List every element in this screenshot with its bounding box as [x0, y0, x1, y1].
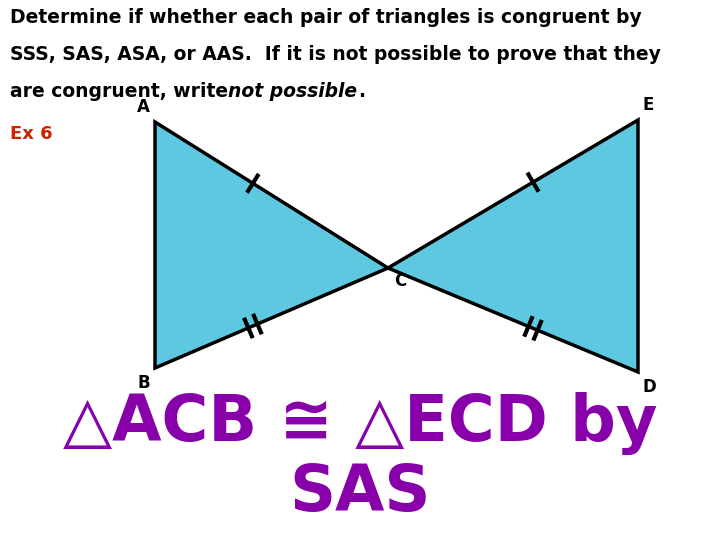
Text: Determine if whether each pair of triangles is congruent by: Determine if whether each pair of triang…	[10, 8, 642, 27]
Text: SSS, SAS, ASA, or AAS.  If it is not possible to prove that they: SSS, SAS, ASA, or AAS. If it is not poss…	[10, 45, 661, 64]
Text: B: B	[138, 374, 150, 392]
Text: E: E	[643, 96, 654, 114]
Text: not possible: not possible	[228, 82, 357, 101]
Text: .: .	[358, 82, 365, 101]
Text: SAS: SAS	[289, 462, 431, 524]
Text: Ex 6: Ex 6	[10, 125, 53, 143]
Polygon shape	[155, 122, 388, 368]
Polygon shape	[388, 120, 638, 372]
Text: △ACB ≅ △ECD by: △ACB ≅ △ECD by	[63, 392, 657, 455]
Text: are congruent, write: are congruent, write	[10, 82, 235, 101]
Text: C: C	[394, 272, 406, 290]
Text: D: D	[643, 378, 657, 396]
Text: A: A	[137, 98, 150, 116]
